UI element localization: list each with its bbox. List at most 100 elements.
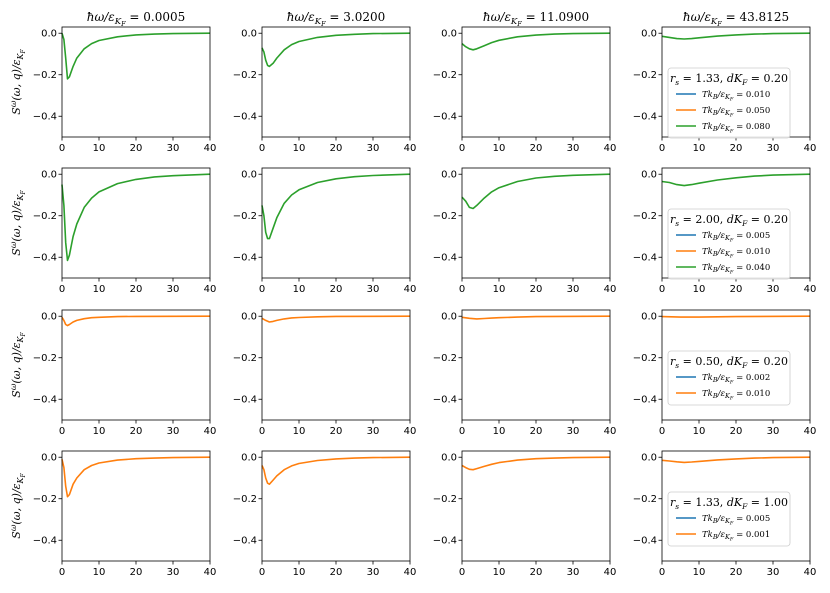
x-tick-label: 10 [293,284,306,295]
x-tick-label: 10 [293,567,306,578]
x-tick-label: 0 [59,143,65,154]
legend-entry-label: Tk [702,389,713,399]
column-title: ħω/εKF = 3.0200 [287,10,386,28]
legend-dk-sub: F [741,502,748,511]
x-tick-label: 30 [567,567,580,578]
x-tick-label: 0 [459,284,465,295]
y-tick-label: −0.4 [433,112,457,123]
legend-entry: TkB/εKF = 0.050 [702,106,770,119]
x-tick-label: 20 [530,426,543,437]
legend-box [667,208,791,280]
x-tick-label: 20 [130,567,143,578]
x-tick-label: 40 [804,426,817,437]
legend-entry-value: = 0.010 [733,247,770,257]
legend-dk: dK [727,355,743,368]
series-line [61,173,211,262]
x-tick-label: 30 [767,143,780,154]
x-tick-label: 30 [767,284,780,295]
plot-frame [61,450,211,562]
x-tick-label: 20 [730,426,743,437]
subplot-r2-c1: 0 10 20 30 40 0.0 −0.2 −0.4 [33,167,216,295]
series-line [661,456,811,464]
legend-entry-subsub: F [729,380,734,386]
legend-entry-sub2: K [724,234,731,242]
subplot-r2-c4: 0 10 20 30 40 0.0 −0.2 −0.4 [633,167,817,295]
legend-entry-subsub: F [729,521,734,527]
x-tick-label: 20 [330,567,343,578]
legend-rs-sub: s [675,219,679,228]
x-tick-label: 0 [659,426,665,437]
x-tick-label: 0 [59,567,65,578]
x-tick-label: 20 [530,143,543,154]
y-tick-label: −0.2 [33,494,57,505]
legend-entry-subsub: F [729,113,734,119]
legend-entry-label: Tk [702,514,713,524]
x-tick-label: 40 [204,426,217,437]
plot-frame [261,167,411,279]
ylabel-sup: ω [9,383,18,390]
x-tick-label: 30 [567,426,580,437]
x-tick-label: 30 [167,426,180,437]
legend-entry-label: Tk [702,106,713,116]
legend-entry: TkB/εKF = 0.010 [702,247,770,260]
x-tick-label: 30 [167,284,180,295]
ylabel-sub: K [16,476,25,484]
x-tick-label: 0 [259,284,265,295]
legend-entry-label: Tk [702,530,713,540]
subplot-r4-c3: 0 10 20 30 40 0.0 −0.2 −0.4 [433,450,616,578]
legend-entry-sub: B [712,234,718,242]
y-tick-label: −0.2 [633,353,657,364]
subplot-r3-c3: 0 10 20 30 40 0.0 −0.2 −0.4 [433,309,616,437]
legend-dk-value: = 0.20 [747,72,788,85]
x-tick-label: 10 [693,426,706,437]
x-tick-label: 40 [804,284,817,295]
title-value: = 3.0200 [326,10,386,24]
subplot-r1-c4: 0 10 20 30 40 0.0 −0.2 −0.4 [633,26,816,154]
legend-entry-label: Tk [702,373,713,383]
legend-entry-mid: /ε [717,373,726,383]
legend-entry-mid: /ε [717,530,726,540]
plot-frame [461,450,611,562]
subplot-r3-c1: 0 10 20 30 40 0.0 −0.2 −0.4 [33,309,217,437]
x-tick-label: 0 [459,567,465,578]
subplot-r3-c4: 0 10 20 30 40 0.0 −0.2 −0.4 [633,309,817,437]
y-tick-label: −0.2 [33,70,57,81]
ylabel-sub: K [16,335,25,343]
y-axis-label: Sω(ω, q)/εKF [9,472,27,538]
x-tick-label: 10 [493,284,506,295]
legend-entry-value: = 0.040 [733,263,770,273]
x-tick-label: 20 [530,284,543,295]
legend-entry-sub: B [712,125,718,133]
x-tick-label: 0 [459,426,465,437]
x-tick-label: 0 [259,143,265,154]
y-tick-label: −0.2 [633,494,657,505]
title-sub: K [710,17,718,27]
legend-rs: r [670,355,676,368]
legend-entry-subsub: F [729,270,734,276]
x-tick-label: 10 [93,426,106,437]
x-tick-label: 0 [659,143,665,154]
y-tick-label: −0.4 [433,536,457,547]
x-tick-label: 10 [693,567,706,578]
title-value: = 0.0005 [126,10,186,24]
title-sub: K [314,17,322,27]
title-sub: K [510,17,518,27]
title-subsub: F [120,20,126,28]
x-tick-label: 40 [404,567,417,578]
x-tick-label: 20 [730,567,743,578]
subplot-r4-c4: 0 10 20 30 40 0.0 −0.2 −0.4 [633,450,816,578]
x-tick-label: 30 [167,567,180,578]
x-tick-label: 30 [367,426,380,437]
x-tick-label: 20 [330,284,343,295]
ylabel-sub: K [16,193,25,201]
subplot-r1-c3: 0 10 20 30 40 0.0 −0.2 −0.4 [433,26,616,154]
ylabel-sup: ω [9,100,18,107]
legend-rs-sub: s [675,78,679,87]
legend-entry-label: Tk [702,247,713,257]
plot-frame [461,167,611,279]
series-line [661,173,811,187]
legend-entry-sub2: K [724,250,731,258]
